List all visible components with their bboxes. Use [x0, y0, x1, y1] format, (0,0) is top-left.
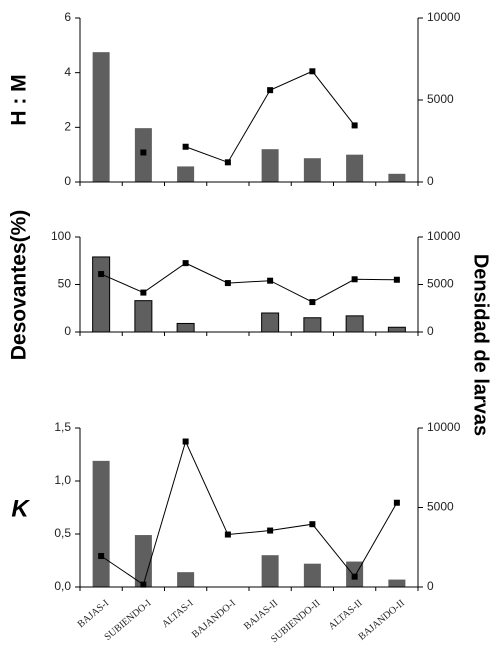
- right-tick-label: 0: [427, 324, 434, 338]
- left-axis-title: Desovantes(%): [8, 210, 31, 361]
- bar: [303, 317, 322, 333]
- right-axis-title: Densidad de larvas: [470, 254, 492, 436]
- bar: [261, 312, 280, 333]
- panel-2: 0 50 100 0 5000 10000 Desovantes(%): [8, 210, 461, 361]
- density-line: [100, 262, 397, 303]
- density-point: [267, 277, 274, 284]
- density-point: [351, 122, 358, 129]
- left-tick-label: 6: [64, 10, 71, 24]
- left-tick-label: 50: [58, 277, 72, 291]
- x-tick-label: ALTAS-II: [327, 598, 365, 632]
- left-axis-title: K: [11, 495, 30, 522]
- x-tick-label: BAJANDO-I: [190, 598, 238, 641]
- density-point: [140, 289, 147, 296]
- density-point: [309, 299, 316, 306]
- x-tick-label: BAJAS-II: [242, 598, 280, 632]
- bar: [303, 563, 321, 587]
- density-point: [98, 271, 105, 278]
- density-point: [140, 149, 147, 156]
- left-tick-label: 1,5: [54, 420, 71, 434]
- left-tick-label: 2: [64, 120, 71, 134]
- bar: [345, 315, 364, 333]
- density-line: [100, 440, 398, 586]
- panel-1: 0 2 4 6 0 5000 10000 H : M: [8, 10, 461, 188]
- right-tick-label: 5000: [427, 92, 454, 106]
- density-point: [182, 143, 189, 150]
- density-point: [393, 276, 400, 283]
- density-point: [224, 280, 231, 287]
- density-point: [140, 581, 147, 588]
- bar: [134, 535, 152, 587]
- bar: [92, 256, 111, 333]
- bar: [176, 322, 195, 333]
- density-point: [182, 438, 189, 445]
- bar: [261, 149, 279, 182]
- right-tick-label: 10000: [427, 229, 461, 243]
- density-point: [309, 68, 316, 75]
- density-point: [98, 552, 105, 559]
- x-tick-label: BAJANDO-II: [356, 598, 406, 643]
- panel-3: 0,0 0,5 1,0 1,5 0 5000 10000 K BAJAS-ISUBIENDO-I…: [11, 420, 460, 645]
- density-point: [224, 159, 231, 166]
- density-point: [267, 87, 274, 94]
- density-point: [393, 499, 400, 506]
- density-point: [351, 276, 358, 283]
- bar: [177, 572, 195, 587]
- density-point: [309, 521, 316, 528]
- right-tick-label: 5000: [427, 500, 454, 514]
- bar: [92, 52, 110, 182]
- x-tick-label: SUBIENDO-I: [103, 598, 154, 643]
- left-tick-label: 0: [64, 174, 71, 188]
- left-tick-label: 0,5: [54, 526, 71, 540]
- bar: [92, 460, 110, 587]
- x-tick-label: BAJAS-I: [76, 598, 112, 630]
- bar: [303, 158, 321, 182]
- density-point: [351, 573, 358, 580]
- left-tick-label: 0: [64, 324, 71, 338]
- right-tick-label: 10000: [427, 420, 461, 434]
- right-tick-label: 10000: [427, 10, 461, 24]
- bar: [177, 166, 195, 182]
- density-line: [185, 70, 356, 163]
- right-tick-label: 0: [427, 174, 434, 188]
- right-tick-label: 5000: [427, 277, 454, 291]
- left-tick-label: 1,0: [54, 473, 71, 487]
- panels: 0 2 4 6 0 5000 10000 H : M 0 50 100 0 5000 10000 Desov…: [8, 10, 461, 645]
- density-point: [182, 260, 189, 267]
- x-tick-label: ALTAS-I: [160, 598, 196, 630]
- left-axis-title: H : M: [8, 74, 31, 125]
- left-tick-label: 4: [64, 65, 71, 79]
- bar: [388, 173, 406, 182]
- bar: [346, 154, 364, 182]
- density-point: [224, 531, 231, 538]
- bar: [261, 555, 279, 587]
- density-point: [267, 527, 274, 534]
- left-tick-label: 100: [51, 229, 71, 243]
- left-tick-label: 0,0: [54, 579, 71, 593]
- right-tick-label: 0: [427, 579, 434, 593]
- bar: [387, 326, 406, 333]
- bar: [388, 579, 406, 587]
- bar: [134, 300, 153, 333]
